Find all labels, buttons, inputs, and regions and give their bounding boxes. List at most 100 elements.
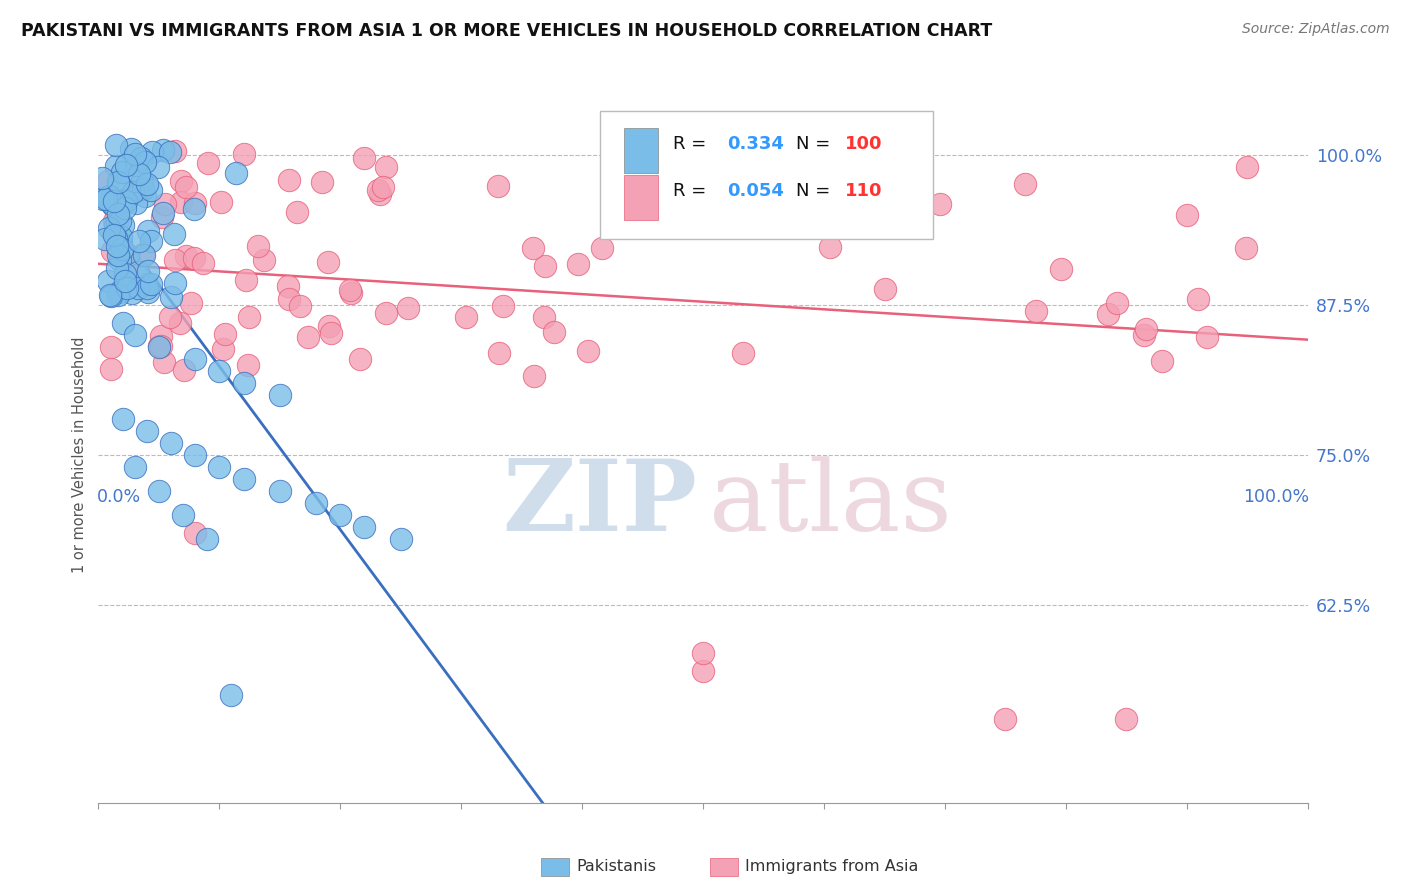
Point: [124, 328, 146, 343]
Point: [114, 201, 136, 215]
Point: [253, 253, 276, 268]
Point: [127, 265, 149, 279]
Point: [288, 299, 311, 313]
Point: [371, 179, 394, 194]
Point: [91, 192, 114, 206]
Text: atlas: atlas: [709, 456, 952, 551]
Point: [159, 310, 181, 325]
Point: [117, 281, 139, 295]
Point: [208, 459, 231, 474]
Point: [238, 310, 260, 324]
Point: [316, 255, 339, 269]
Text: N =: N =: [796, 182, 837, 200]
Point: [1195, 330, 1218, 344]
Point: [97, 174, 120, 188]
Point: [235, 273, 257, 287]
Point: [873, 282, 896, 296]
Point: [353, 520, 375, 534]
Point: [100, 362, 122, 376]
Point: [148, 483, 170, 498]
Point: [121, 186, 143, 200]
Point: [101, 244, 124, 259]
Point: [159, 145, 181, 160]
Point: [111, 412, 134, 426]
Point: [731, 345, 754, 359]
Text: 100: 100: [845, 135, 882, 153]
Point: [135, 424, 157, 438]
Point: [103, 214, 125, 228]
Point: [318, 319, 340, 334]
Point: [329, 508, 352, 522]
Point: [104, 231, 127, 245]
Point: [692, 664, 714, 678]
Point: [136, 285, 159, 299]
Point: [491, 299, 513, 313]
Point: [1133, 327, 1156, 342]
Point: [756, 189, 779, 203]
Text: R =: R =: [673, 182, 711, 200]
Point: [152, 143, 174, 157]
Point: [232, 376, 254, 390]
Point: [533, 310, 555, 324]
Point: [339, 283, 361, 297]
Point: [112, 193, 135, 207]
Point: [214, 327, 236, 342]
Point: [107, 248, 129, 262]
Point: [1150, 354, 1173, 368]
Point: [184, 351, 207, 366]
Point: [100, 196, 122, 211]
Point: [1025, 304, 1047, 318]
Text: Pakistanis: Pakistanis: [576, 859, 657, 873]
Point: [523, 369, 546, 384]
Point: [1115, 712, 1137, 726]
Point: [124, 459, 146, 474]
Point: [98, 220, 121, 235]
Point: [150, 328, 173, 343]
Point: [110, 230, 132, 244]
Point: [163, 227, 186, 241]
Point: [191, 256, 214, 270]
Point: [278, 292, 301, 306]
Point: [1105, 295, 1128, 310]
Point: [929, 197, 952, 211]
Point: [132, 182, 155, 196]
Point: [1050, 261, 1073, 276]
Point: [232, 146, 254, 161]
Point: [108, 253, 131, 268]
Bar: [624, 128, 658, 173]
Point: [169, 316, 191, 330]
Point: [183, 251, 205, 265]
Point: [108, 177, 131, 191]
FancyBboxPatch shape: [600, 111, 932, 239]
Point: [375, 161, 398, 175]
Point: [149, 339, 172, 353]
Point: [111, 165, 134, 179]
Point: [183, 196, 205, 211]
Bar: [624, 175, 658, 219]
Point: [849, 211, 872, 225]
Text: R =: R =: [673, 135, 711, 153]
Point: [111, 316, 134, 330]
Point: [269, 388, 291, 402]
Point: [209, 195, 232, 210]
Text: ZIP: ZIP: [502, 455, 697, 552]
Text: PAKISTANI VS IMMIGRANTS FROM ASIA 1 OR MORE VEHICLES IN HOUSEHOLD CORRELATION CH: PAKISTANI VS IMMIGRANTS FROM ASIA 1 OR M…: [21, 22, 993, 40]
Point: [114, 267, 136, 281]
Point: [107, 207, 129, 221]
Point: [533, 259, 555, 273]
Point: [486, 179, 509, 194]
Point: [105, 137, 128, 152]
Point: [305, 496, 328, 510]
Point: [100, 288, 122, 302]
Point: [104, 212, 127, 227]
Point: [163, 144, 186, 158]
Point: [180, 296, 202, 310]
Text: Source: ZipAtlas.com: Source: ZipAtlas.com: [1241, 22, 1389, 37]
Point: [567, 257, 589, 271]
Point: [148, 160, 170, 174]
Point: [139, 277, 162, 292]
Point: [174, 179, 197, 194]
Text: 100.0%: 100.0%: [1243, 488, 1309, 507]
Point: [173, 363, 195, 377]
Point: [1014, 177, 1036, 191]
